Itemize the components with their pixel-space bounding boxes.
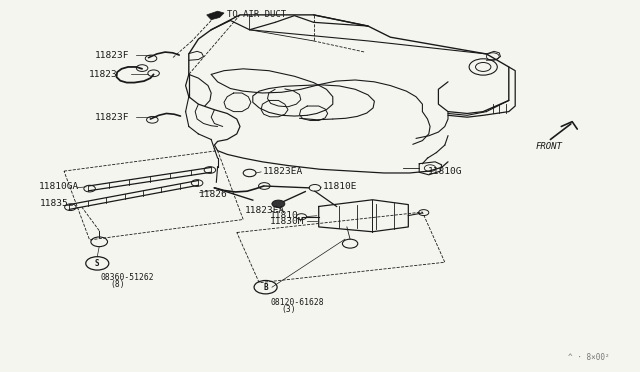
Text: 11810E: 11810E [323,182,357,191]
Polygon shape [207,11,224,20]
Text: 08120-61628: 08120-61628 [271,298,324,307]
Text: 08360-51262: 08360-51262 [100,273,154,282]
Text: 11810GA: 11810GA [38,182,79,191]
Text: (3): (3) [282,305,296,314]
Text: 11810G: 11810G [428,167,462,176]
Text: 11823EA: 11823EA [262,167,303,176]
Text: (8): (8) [110,280,125,289]
Text: 11823EA: 11823EA [244,206,285,215]
Text: 11823F: 11823F [95,113,129,122]
Text: 11826: 11826 [198,190,227,199]
Circle shape [272,200,285,208]
Text: FRONT: FRONT [536,142,563,151]
Text: 11823F: 11823F [95,51,129,60]
Text: TO AIR DUCT: TO AIR DUCT [227,10,286,19]
Text: S: S [95,259,100,268]
Text: ^ · 8×00²: ^ · 8×00² [568,353,610,362]
Text: B: B [263,283,268,292]
Text: 11823: 11823 [88,70,117,79]
Text: 11830M: 11830M [270,217,305,226]
Text: 11810: 11810 [270,211,299,220]
Text: 11835: 11835 [40,199,68,208]
